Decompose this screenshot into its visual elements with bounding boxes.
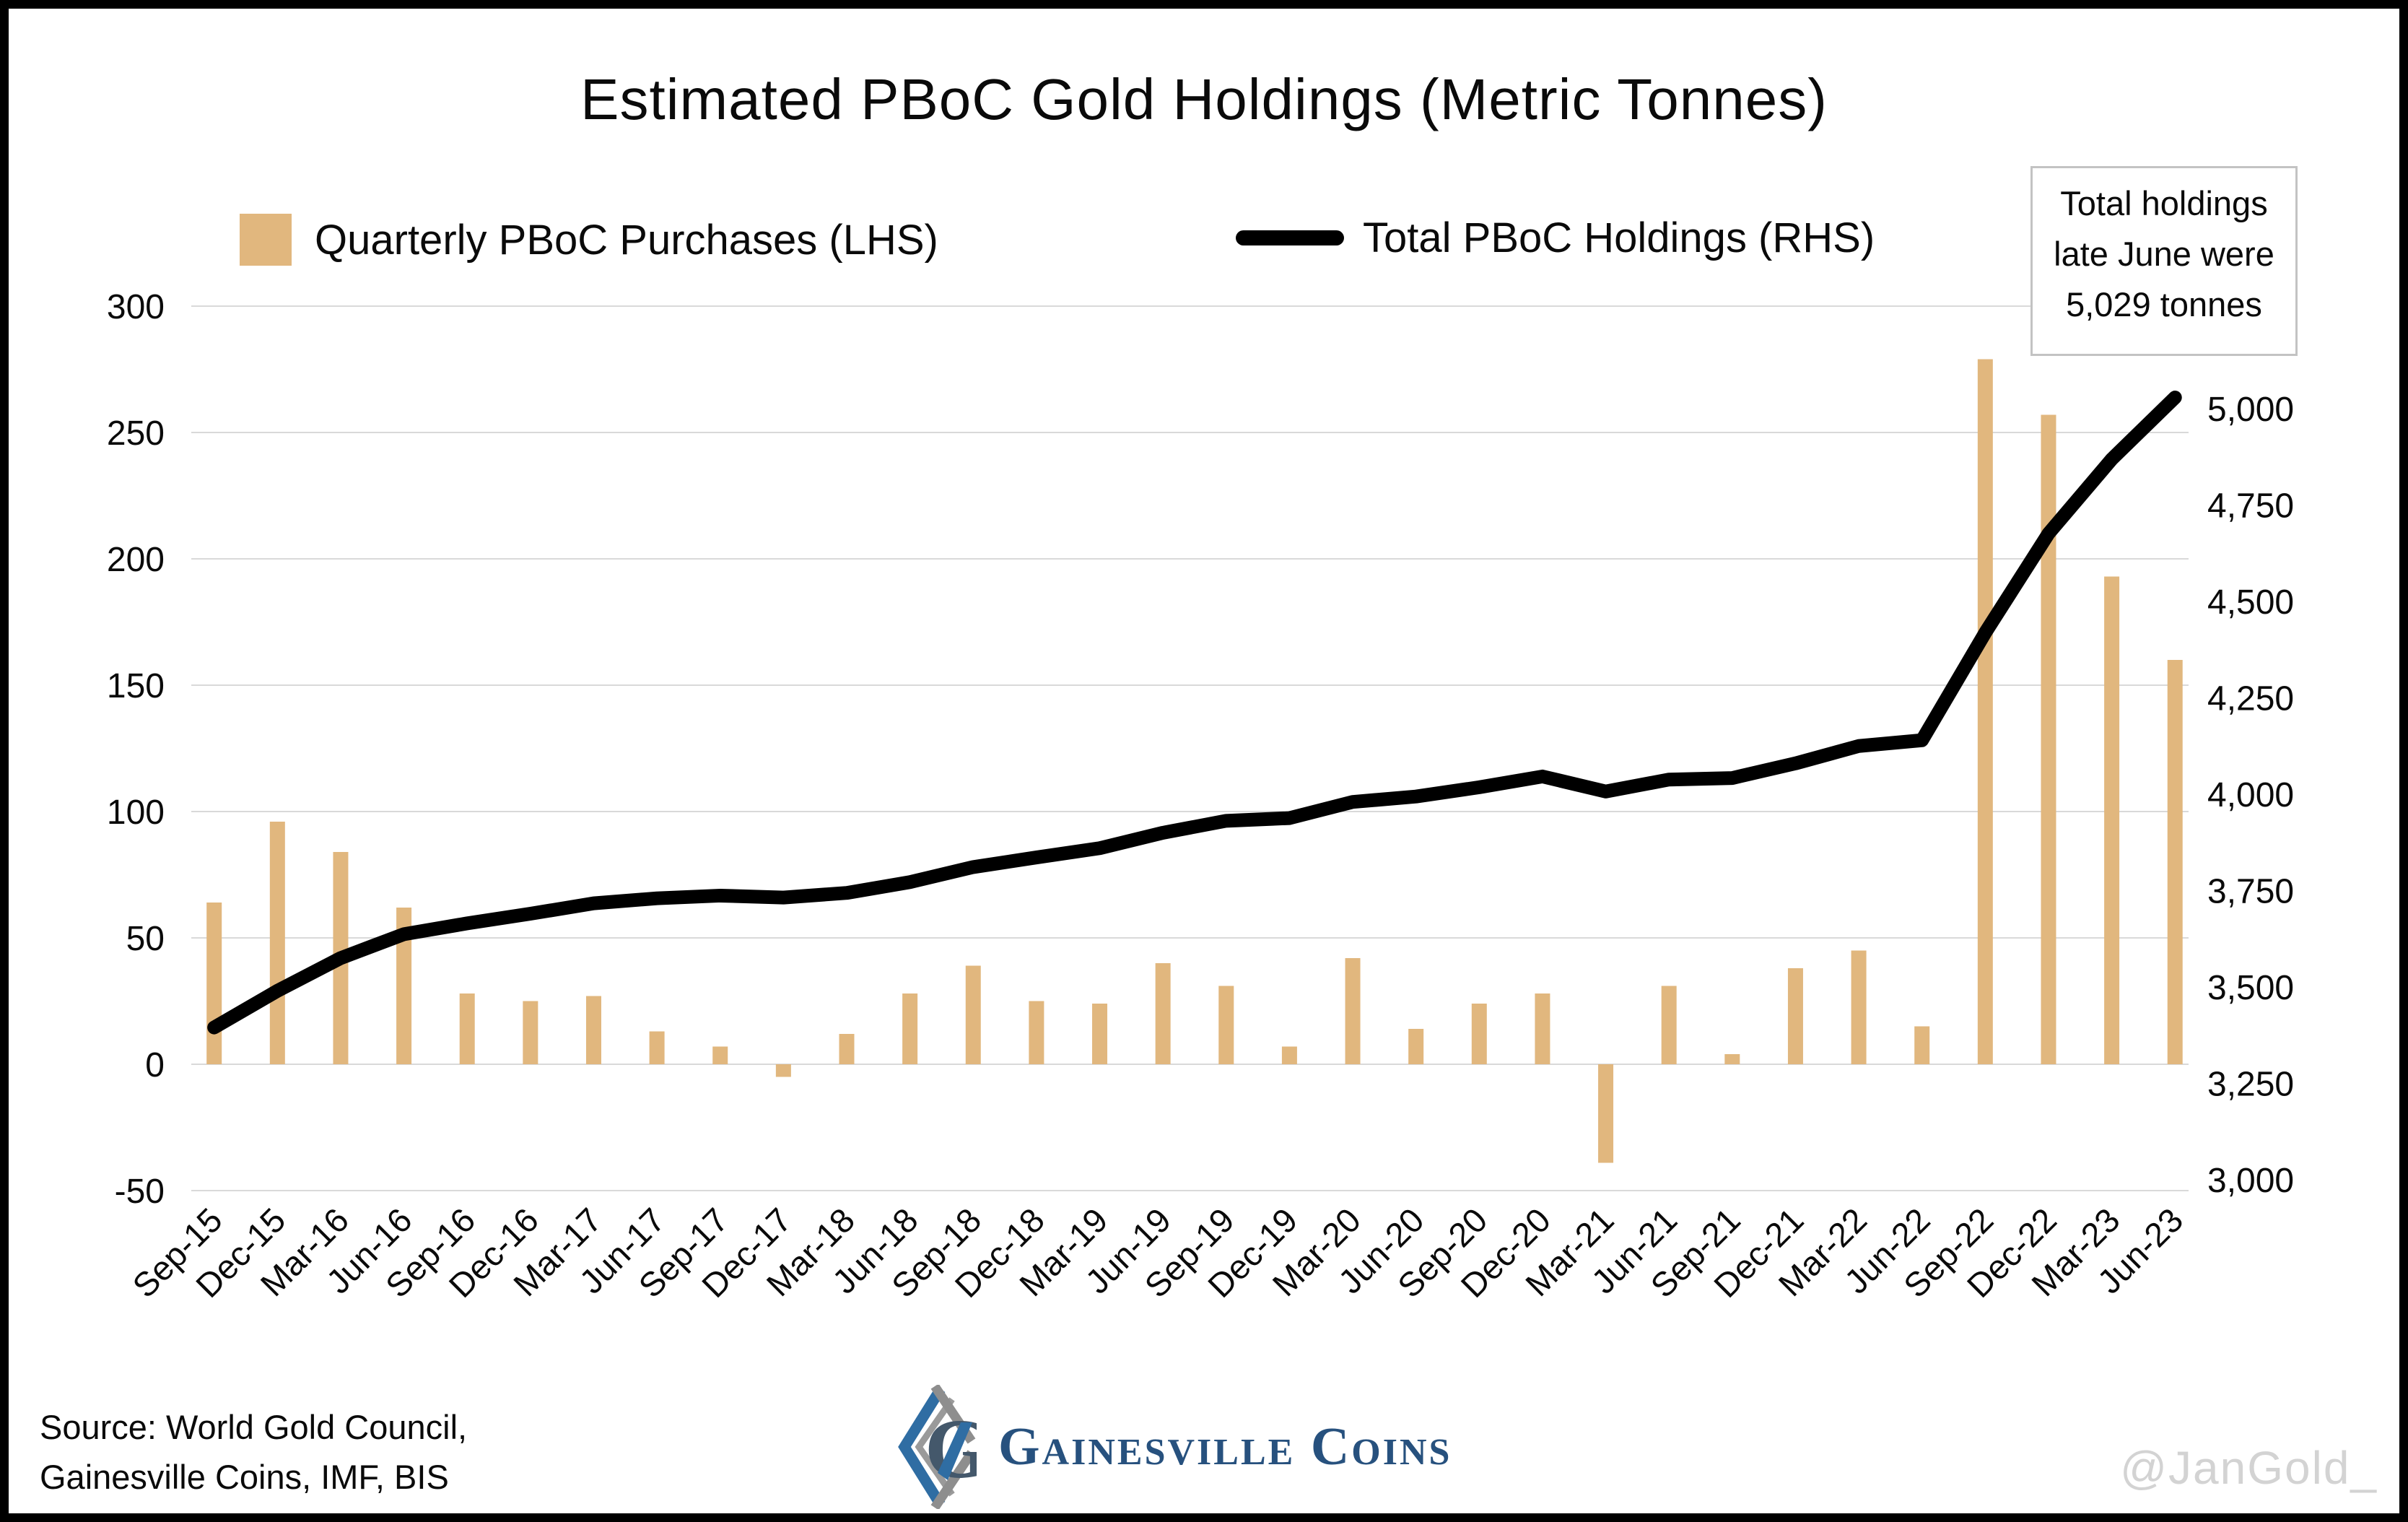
quarterly-purchases-bar [1029, 1001, 1044, 1064]
quarterly-purchases-bar [269, 822, 285, 1064]
right-axis-tick-label: 4,000 [2207, 776, 2294, 814]
quarterly-purchases-bar [902, 993, 918, 1064]
quarterly-purchases-bar [1661, 986, 1677, 1064]
gainesville-coins-logo: G Gainesville Coins [897, 1385, 1452, 1509]
page-title: Estimated PBoC Gold Holdings (Metric Ton… [580, 67, 1828, 131]
total-holdings-line [207, 391, 2182, 1035]
legend-item-holdings: Total PBoC Holdings (RHS) [1236, 214, 1875, 262]
purchases-swatch-icon [240, 214, 292, 266]
right-axis-tick-label: 4,750 [2207, 487, 2294, 526]
left-axis-tick-label: 100 [107, 793, 165, 832]
annotation-box: Total holdings late June were 5,029 tonn… [2030, 166, 2298, 356]
quarterly-purchases-bar [585, 996, 601, 1064]
quarterly-purchases-bar [712, 1046, 728, 1064]
holdings-line-swatch-icon [1236, 230, 1344, 245]
quarterly-purchases-bar [206, 903, 222, 1064]
right-axis-tick-label: 3,000 [2207, 1162, 2294, 1200]
left-axis-tick-label: 250 [107, 414, 165, 453]
quarterly-purchases-bar [1914, 1026, 1930, 1064]
quarterly-purchases-bar [2104, 576, 2120, 1064]
quarterly-purchases-bar [1345, 958, 1361, 1064]
source-line-1: Source: World Gold Council, [40, 1408, 468, 1446]
quarterly-purchases-bar [1281, 1046, 1297, 1064]
quarterly-purchases-bar [1535, 993, 1550, 1064]
left-axis-tick-label: 300 [107, 288, 165, 326]
source-line-2: Gainesville Coins, IMF, BIS [40, 1458, 449, 1496]
right-axis-tick-label: 4,500 [2207, 583, 2294, 622]
quarterly-purchases-bar [1977, 359, 1993, 1064]
watermark: @JanGold_ [2120, 1442, 2378, 1494]
purchases-legend-label: Quarterly PBoC Purchases (LHS) [315, 216, 938, 264]
quarterly-purchases-bar [523, 1001, 538, 1064]
quarterly-purchases-bar [839, 1034, 855, 1064]
left-axis-tick-label: -50 [115, 1173, 165, 1211]
gainesville-coins-logo-icon: G [898, 1385, 977, 1509]
quarterly-purchases-bar [1724, 1054, 1740, 1064]
quarterly-purchases-bar [1408, 1029, 1424, 1064]
annotation-line-2: late June were [2054, 235, 2274, 273]
quarterly-purchases-bar [775, 1064, 791, 1077]
quarterly-purchases-bar [1598, 1064, 1614, 1163]
quarterly-purchases-bar [649, 1031, 665, 1064]
quarterly-purchases-bar [1218, 986, 1234, 1064]
quarterly-purchases-bar [1092, 1004, 1108, 1064]
left-axis-tick-label: 150 [107, 667, 165, 705]
quarterly-purchases-bar [396, 908, 412, 1064]
right-axis-tick-label: 3,750 [2207, 873, 2294, 911]
source-note: Source: World Gold Council, Gainesville … [40, 1402, 467, 1502]
right-axis-tick-label: 3,500 [2207, 969, 2294, 1007]
quarterly-purchases-bar [1471, 1004, 1487, 1064]
quarterly-purchases-bar [2041, 414, 2056, 1064]
quarterly-purchases-bar [965, 965, 981, 1064]
legend-item-purchases: Quarterly PBoC Purchases (LHS) [240, 214, 938, 266]
quarterly-purchases-bar [1851, 950, 1867, 1064]
annotation-line-1: Total holdings [2060, 184, 2268, 222]
left-axis-tick-label: 50 [126, 920, 165, 958]
quarterly-purchases-bar [459, 993, 475, 1064]
left-axis-tick-label: 0 [145, 1046, 165, 1084]
right-axis-tick-label: 5,000 [2207, 391, 2294, 429]
left-axis-tick-label: 200 [107, 541, 165, 579]
right-axis-tick-label: 3,250 [2207, 1066, 2294, 1104]
holdings-legend-label: Total PBoC Holdings (RHS) [1363, 214, 1875, 261]
right-axis-tick-label: 4,250 [2207, 680, 2294, 718]
quarterly-purchases-bar [1787, 968, 1803, 1064]
annotation-line-3: 5,029 tonnes [2066, 285, 2262, 323]
quarterly-purchases-bar [1155, 963, 1171, 1064]
gainesville-coins-logo-text: Gainesville Coins [998, 1417, 1452, 1477]
quarterly-purchases-bar [2167, 660, 2183, 1064]
